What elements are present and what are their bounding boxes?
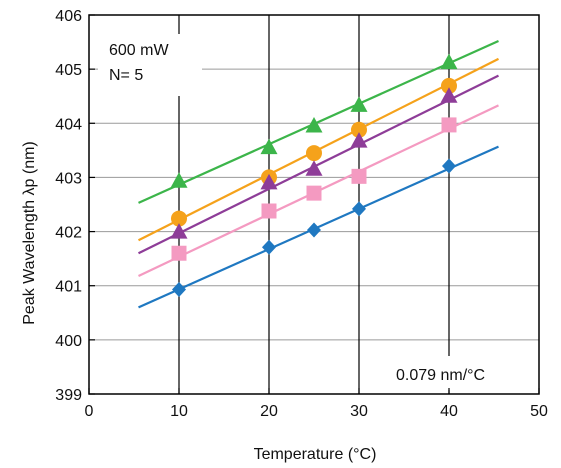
data-point-square — [261, 203, 277, 219]
data-point-diamond — [442, 158, 456, 174]
y-tick-label: 406 — [55, 8, 82, 25]
annotation-box-bottom — [384, 356, 520, 390]
data-point-triangle — [170, 172, 188, 188]
y-tick-label: 405 — [55, 62, 82, 79]
data-point-circle — [306, 145, 322, 162]
x-tick-label: 0 — [85, 403, 94, 420]
data-point-triangle — [305, 160, 323, 176]
x-tick-label: 40 — [440, 403, 458, 420]
annotation-count: N= 5 — [109, 67, 143, 84]
data-point-square — [441, 117, 457, 133]
data-point-circle — [441, 77, 457, 94]
data-point-circle — [351, 121, 367, 138]
data-point-triangle — [440, 53, 458, 70]
data-point-diamond — [307, 222, 321, 238]
y-tick-label: 403 — [55, 170, 82, 187]
data-point-triangle — [350, 132, 368, 148]
data-point-circle — [171, 210, 187, 227]
x-tick-label: 50 — [530, 403, 548, 420]
fit-line — [138, 74, 499, 255]
x-tick-label: 30 — [350, 403, 368, 420]
tick-labels: 399 400 401 402 403 404 405 406 0 10 20 30 40 50 — [55, 8, 548, 420]
y-tick-label: 404 — [55, 116, 82, 133]
data-point-square — [171, 245, 187, 261]
fit-line — [138, 39, 499, 204]
x-tick-label: 20 — [260, 403, 278, 420]
annotation-power: 600 mW — [109, 42, 169, 59]
annotation-slope: 0.079 nm/°C — [396, 367, 485, 384]
data-point-triangle — [305, 116, 323, 133]
x-tick-label: 10 — [170, 403, 188, 420]
data-point-triangle — [260, 173, 278, 190]
data-point-diamond — [352, 201, 366, 217]
data-point-triangle — [350, 96, 368, 112]
data-point-triangle — [170, 223, 188, 239]
data-point-triangle — [260, 138, 278, 155]
data-point-diamond — [262, 239, 276, 255]
y-tick-label: 400 — [55, 333, 82, 350]
y-axis-title: Peak Wavelength λp (nm) — [21, 141, 38, 324]
data-point-square — [351, 168, 367, 184]
fit-line — [138, 145, 499, 309]
y-tick-label: 402 — [55, 225, 82, 242]
annotation-box-top — [98, 34, 202, 96]
annotations: 600 mW N= 5 0.079 nm/°C — [98, 34, 520, 390]
data-point-triangle — [440, 87, 458, 103]
y-tick-label: 401 — [55, 279, 82, 296]
plot-frame — [88, 14, 540, 395]
data-point-diamond — [172, 282, 186, 298]
x-axis-title: Temperature (°C) — [254, 446, 377, 463]
data-points — [170, 53, 458, 298]
y-tick-label: 399 — [55, 387, 82, 404]
data-point-square — [306, 185, 322, 201]
